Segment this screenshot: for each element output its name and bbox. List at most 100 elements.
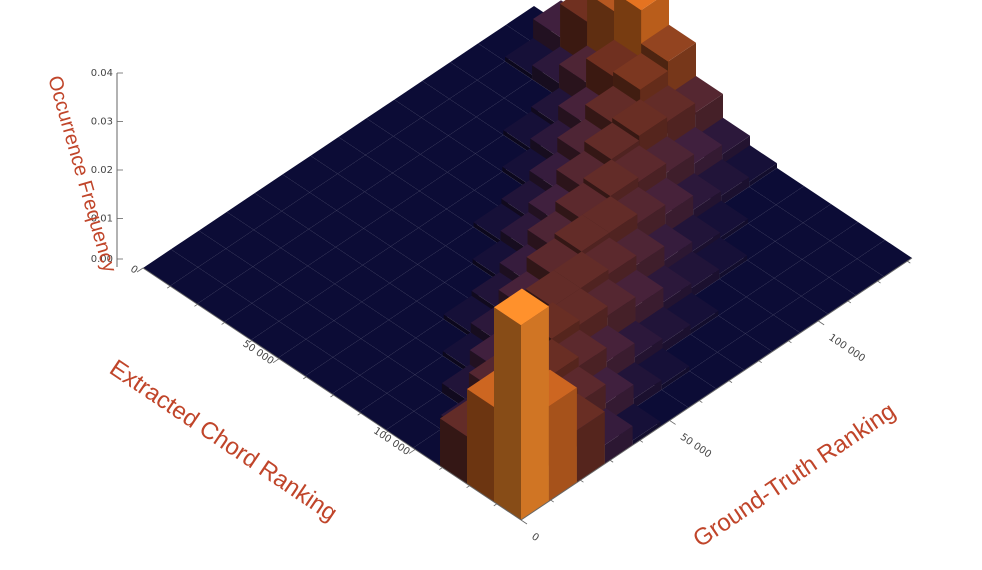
bar-3-10 bbox=[307, 247, 363, 284]
bar-top bbox=[774, 259, 830, 297]
bar-side-left bbox=[440, 418, 467, 484]
bar-top bbox=[717, 333, 773, 371]
bar-7-13 bbox=[338, 118, 394, 155]
bar-top bbox=[394, 80, 450, 118]
bar-top bbox=[582, 196, 638, 233]
x-tick-mark bbox=[817, 320, 825, 326]
bar-top bbox=[366, 99, 422, 137]
bar-top bbox=[359, 356, 415, 394]
bar-side-left bbox=[473, 222, 501, 245]
bar-top bbox=[420, 135, 476, 173]
bar-side-left bbox=[503, 130, 531, 153]
y-tick-mark bbox=[194, 303, 198, 307]
bar-5-10 bbox=[363, 209, 419, 247]
bar-top bbox=[363, 209, 419, 247]
bar-top bbox=[338, 118, 394, 155]
x-tick-mark bbox=[520, 519, 528, 525]
y-tick-mark bbox=[493, 503, 498, 507]
bar-top bbox=[449, 80, 505, 117]
bar-8-12 bbox=[393, 117, 449, 155]
bar-top bbox=[421, 98, 477, 136]
bar-top bbox=[310, 137, 366, 174]
z-tick-label: 0.01 bbox=[91, 214, 113, 225]
bar-top bbox=[253, 211, 309, 248]
bar-9-10 bbox=[475, 134, 531, 172]
bar-top bbox=[690, 315, 746, 353]
bar-9-0 bbox=[745, 314, 801, 352]
bar-side-left bbox=[502, 166, 530, 190]
y-axis-title: Extracted Chord Ranking bbox=[105, 355, 342, 527]
bar-side-left bbox=[472, 259, 500, 282]
bar-13-1 bbox=[830, 222, 885, 259]
bar-5-8 bbox=[417, 245, 473, 283]
bar-10-0 bbox=[773, 296, 829, 333]
bar-2-7 bbox=[360, 319, 416, 357]
bar-top bbox=[198, 211, 254, 249]
bar-top bbox=[586, 39, 642, 77]
bar-12-3 bbox=[748, 204, 804, 242]
bar-top bbox=[718, 296, 774, 334]
bar-top bbox=[305, 320, 361, 358]
bar-1-6 bbox=[359, 356, 415, 394]
bar-side-right bbox=[719, 255, 748, 279]
bar-12-2 bbox=[775, 222, 831, 260]
bar-top bbox=[830, 222, 885, 259]
bar-3-6 bbox=[415, 319, 471, 356]
bar-3-8 bbox=[361, 283, 417, 320]
bar-top bbox=[527, 211, 583, 248]
bar-top bbox=[554, 214, 610, 252]
y-tick-mark bbox=[357, 412, 361, 416]
bar-top bbox=[557, 118, 613, 156]
bar-7-9 bbox=[446, 190, 502, 227]
bar-top bbox=[225, 229, 281, 267]
bar-top bbox=[661, 371, 717, 408]
bar-top bbox=[387, 337, 443, 375]
bar-5-13 bbox=[282, 155, 338, 193]
bar-top bbox=[254, 174, 310, 212]
x-tick-label: 0 bbox=[529, 531, 540, 544]
bar-6-10 bbox=[391, 191, 447, 228]
bar-top bbox=[335, 228, 391, 266]
y-tick-mark bbox=[221, 322, 225, 325]
bar-top bbox=[503, 111, 559, 149]
bar-top bbox=[392, 154, 448, 191]
x-tick-mark bbox=[788, 340, 792, 344]
bar-9-12 bbox=[421, 98, 477, 136]
y-tick-mark bbox=[408, 449, 416, 454]
bar-side-left bbox=[467, 389, 494, 502]
bar-1-10 bbox=[251, 284, 307, 322]
bar-side-right bbox=[691, 269, 720, 298]
bar-top bbox=[226, 193, 282, 230]
bar-top bbox=[422, 62, 478, 99]
bar-top bbox=[391, 191, 447, 228]
x-tick-mark bbox=[669, 420, 676, 425]
bar-12-0 bbox=[829, 258, 885, 296]
bar-13-3 bbox=[776, 186, 831, 223]
bar-top bbox=[278, 302, 334, 340]
bar-top bbox=[450, 43, 506, 81]
bar-top bbox=[641, 24, 696, 62]
bar-9-11 bbox=[448, 116, 504, 154]
bar-top bbox=[448, 116, 504, 154]
bar-top bbox=[415, 319, 471, 356]
bar-2-6 bbox=[387, 337, 443, 375]
y-tick-mark bbox=[303, 376, 307, 380]
bar-6-8 bbox=[445, 227, 501, 264]
bar-side-right bbox=[661, 366, 690, 390]
bar-3-11 bbox=[280, 229, 336, 266]
bar-top bbox=[719, 260, 775, 297]
bar-11-1 bbox=[774, 259, 830, 297]
bar-1-7 bbox=[332, 338, 388, 376]
bar-10-2 bbox=[719, 260, 775, 297]
bar-9-13 bbox=[394, 80, 450, 118]
bar-side-left bbox=[533, 19, 561, 61]
bar-top bbox=[478, 24, 534, 62]
x-tick-mark bbox=[728, 380, 733, 383]
bar-top bbox=[745, 314, 801, 352]
bar-2-12 bbox=[225, 229, 281, 267]
bar-5-9 bbox=[390, 227, 446, 265]
y-tick-mark bbox=[166, 285, 171, 289]
bar-2-11 bbox=[252, 247, 308, 285]
bar-2-10 bbox=[279, 265, 335, 303]
x-tick-mark bbox=[758, 360, 762, 364]
